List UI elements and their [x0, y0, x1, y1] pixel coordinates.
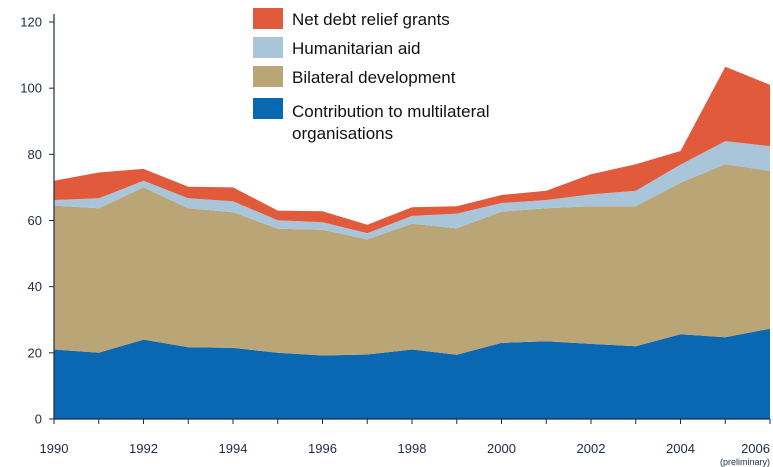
x-tick-label: 1994 — [219, 441, 248, 456]
x-tick-label: 1998 — [398, 441, 427, 456]
x-tick-label: 1990 — [40, 441, 69, 456]
legend-swatch-bilateral-development — [253, 66, 283, 87]
y-tick-label: 0 — [35, 412, 42, 427]
legend-label-net-debt-relief-grants: Net debt relief grants — [292, 10, 450, 29]
x-tick-label: 1992 — [129, 441, 158, 456]
x-tick-label: 1996 — [308, 441, 337, 456]
legend-label-humanitarian-aid: Humanitarian aid — [292, 39, 421, 58]
area-bilateral-development — [54, 164, 770, 356]
y-tick-label: 40 — [28, 279, 42, 294]
y-tick-label: 120 — [20, 15, 42, 30]
legend-swatch-contribution-to-multilateral-organisations — [253, 98, 283, 119]
legend-swatch-humanitarian-aid — [253, 37, 283, 58]
x-tick-label: 2002 — [577, 441, 606, 456]
y-tick-label: 20 — [28, 345, 42, 360]
legend: Net debt relief grants Humanitarian aid Bi… — [253, 8, 489, 143]
x-tick-label: 2004 — [666, 441, 695, 456]
area-net-debt-relief-grants — [54, 66, 770, 234]
x-tick-note: (preliminary) — [720, 457, 770, 467]
y-tick-label: 100 — [20, 81, 42, 96]
area-contribution-to-multilateral-organisations — [54, 328, 770, 419]
axes-group: 0 20 40 60 80 100 120 1990 1992 1994 1996 1998 2000 2… — [20, 14, 771, 467]
legend-swatch-net-debt-relief-grants — [253, 8, 283, 29]
legend-label-contribution-to-multilateral-organisations: Contribution to multilateral organisation… — [292, 102, 489, 143]
x-tick-label: 2006 — [741, 441, 770, 456]
legend-label-bilateral-development: Bilateral development — [292, 68, 456, 87]
y-tick-label: 80 — [28, 147, 42, 162]
x-tick-label: 2000 — [487, 441, 516, 456]
area-humanitarian-aid — [54, 141, 770, 240]
y-tick-label: 60 — [28, 213, 42, 228]
area-series-group — [54, 66, 770, 419]
